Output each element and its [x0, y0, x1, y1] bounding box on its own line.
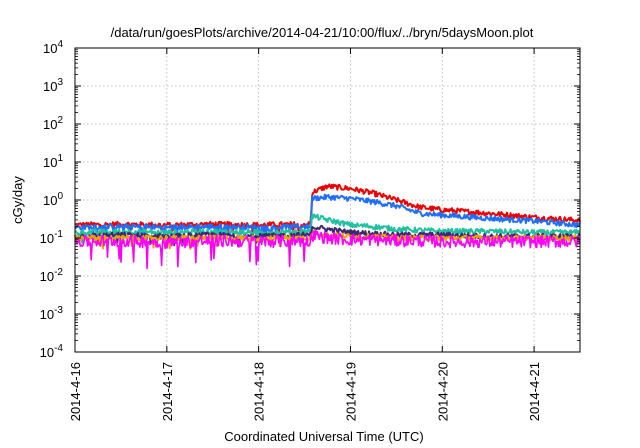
- x-tick-label: 2014-4-21: [527, 362, 542, 421]
- y-tick-label: 100: [43, 191, 63, 208]
- x-tick-label: 2014-4-17: [160, 362, 175, 421]
- chart-title: /data/run/goesPlots/archive/2014-04-21/1…: [111, 25, 534, 40]
- y-tick-label: 10-2: [40, 267, 64, 284]
- x-tick-label: 2014-4-16: [68, 362, 83, 421]
- y-tick-label: 104: [43, 39, 63, 56]
- series-line-3: [74, 213, 581, 244]
- grid-layer: [74, 48, 580, 352]
- series-layer: [74, 183, 581, 270]
- series-line-6: [74, 229, 581, 270]
- y-tick-label: 10-1: [40, 229, 64, 246]
- y-tick-label: 10-3: [40, 305, 64, 322]
- x-tick-label: 2014-4-18: [252, 362, 267, 421]
- y-axis-label: cGy/day: [10, 176, 25, 224]
- ticks-layer: 10-4 10-3 10-2 10-1 100 101 102 103 104 2014-4-16…: [40, 39, 580, 421]
- y-tick-label: 103: [43, 77, 63, 94]
- x-tick-label: 2014-4-20: [435, 362, 450, 421]
- y-tick-label: 102: [43, 115, 63, 132]
- x-tick-label: 2014-4-19: [343, 362, 358, 421]
- series-line-1: [74, 183, 581, 237]
- y-tick-label: 101: [43, 153, 63, 170]
- x-axis-label: Coordinated Universal Time (UTC): [224, 429, 423, 444]
- series-line-2: [74, 193, 581, 240]
- y-tick-label: 10-4: [40, 343, 64, 360]
